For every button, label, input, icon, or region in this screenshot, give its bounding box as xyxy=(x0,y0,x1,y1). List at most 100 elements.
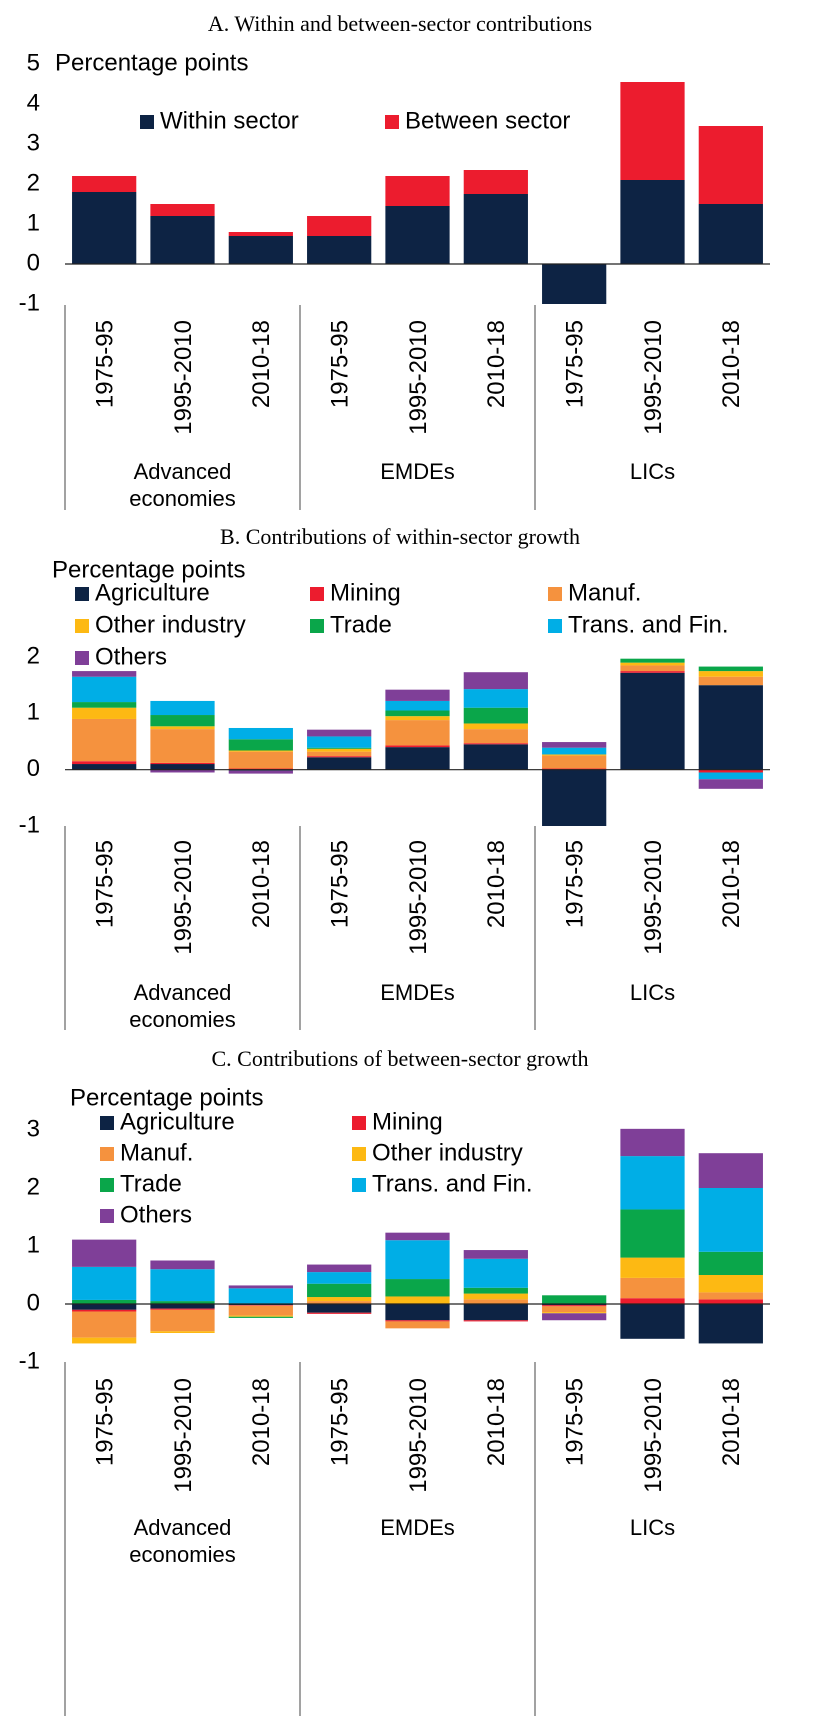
x-tick-label: 2010-18 xyxy=(248,320,275,408)
bar-segment xyxy=(72,676,137,703)
x-tick-label: 2010-18 xyxy=(718,320,745,408)
x-tick-label: 1975-95 xyxy=(327,840,354,928)
y-tick-label: -1 xyxy=(19,1347,40,1374)
chart-title: A. Within and between-sector contributio… xyxy=(208,11,592,36)
bar-segment xyxy=(542,1305,607,1307)
bar-segment xyxy=(620,1277,685,1299)
bar-segment xyxy=(463,1287,528,1294)
legend-swatch xyxy=(100,1147,114,1161)
bar-segment xyxy=(228,727,293,740)
bar-segment xyxy=(385,1321,450,1329)
bar-segment xyxy=(698,1292,763,1300)
bar-segment xyxy=(307,747,372,749)
bar-segment xyxy=(698,1188,763,1252)
bar-segment xyxy=(385,1320,450,1322)
bar-segment xyxy=(385,206,450,264)
bar-segment xyxy=(698,1153,763,1188)
y-tick-label: -1 xyxy=(19,811,40,838)
bar-segment xyxy=(307,751,372,757)
bar-segment xyxy=(463,743,528,745)
x-tick-label: 2010-18 xyxy=(718,840,745,928)
bar-segment xyxy=(542,1295,607,1304)
bar-segment xyxy=(150,715,215,727)
bar-segment xyxy=(150,204,215,216)
group-label: Advanced economies xyxy=(129,980,236,1032)
bar-segment xyxy=(72,1266,137,1300)
bar-segment xyxy=(228,1285,293,1289)
bar-segment xyxy=(542,742,607,748)
group-label: EMDEs xyxy=(380,980,455,1005)
x-tick-label: 1995-2010 xyxy=(640,840,667,955)
bar-segment xyxy=(307,757,372,770)
bar-segment xyxy=(150,216,215,264)
bar-segment xyxy=(385,1240,450,1280)
bar-segment xyxy=(463,170,528,194)
x-tick-label: 2010-18 xyxy=(483,1378,510,1466)
bar-segment xyxy=(150,729,215,763)
y-tick-label: 1 xyxy=(27,209,40,236)
bar-segment xyxy=(620,665,685,672)
bar-segment xyxy=(385,176,450,206)
legend-swatch xyxy=(548,587,562,601)
bar-segment xyxy=(307,1312,372,1314)
bar-segment xyxy=(385,689,450,701)
legend-label: Trans. and Fin. xyxy=(372,1170,533,1197)
bar-segment xyxy=(385,1296,450,1304)
bar-segment xyxy=(72,1239,137,1267)
bar-segment xyxy=(463,723,528,730)
bar-segment xyxy=(385,720,450,746)
bar-segment xyxy=(228,232,293,236)
bar-segment xyxy=(542,1312,607,1314)
bar-segment xyxy=(542,1306,607,1313)
bar-segment xyxy=(150,1301,215,1304)
bar-segment xyxy=(150,1309,215,1332)
bar-segment xyxy=(307,1301,372,1304)
x-tick-label: 2010-18 xyxy=(248,840,275,928)
bar-segment xyxy=(698,1304,763,1344)
bar-segment xyxy=(307,736,372,748)
x-tick-label: 1975-95 xyxy=(327,320,354,408)
y-tick-label: 3 xyxy=(27,1115,40,1142)
y-tick-label: 0 xyxy=(27,755,40,782)
legend-swatch xyxy=(310,587,324,601)
bar-segment xyxy=(228,1305,293,1316)
bar-segment xyxy=(620,1304,685,1339)
legend-label: Trans. and Fin. xyxy=(568,611,729,638)
group-label: LICs xyxy=(629,980,676,1005)
legend-swatch xyxy=(75,587,89,601)
group-label: LICs xyxy=(629,1515,676,1540)
legend-label: Agriculture xyxy=(120,1108,235,1135)
bar-segment xyxy=(542,1313,607,1321)
bar-segment xyxy=(72,761,137,765)
chart-title: B. Contributions of within-sector growth xyxy=(220,524,580,549)
bar-segment xyxy=(463,744,528,770)
bar-segment xyxy=(72,1299,137,1304)
legend-swatch xyxy=(140,115,154,129)
bar-segment xyxy=(150,1260,215,1270)
bar-segment xyxy=(150,769,215,773)
bar-segment xyxy=(72,1337,137,1344)
y-tick-label: 5 xyxy=(27,49,40,76)
bar-segment xyxy=(698,1251,763,1275)
bar-segment xyxy=(307,748,372,752)
bar-segment xyxy=(72,192,137,264)
legend-swatch xyxy=(310,619,324,633)
x-tick-label: 2010-18 xyxy=(483,320,510,408)
legend-label: Mining xyxy=(372,1108,443,1135)
bar-segment xyxy=(72,1311,137,1338)
legend-label: Trade xyxy=(120,1170,182,1197)
bar-segment xyxy=(385,710,450,717)
bar-segment xyxy=(542,755,607,769)
bar-segment xyxy=(620,1128,685,1157)
bar-segment xyxy=(228,1316,293,1318)
bar-segment xyxy=(620,1209,685,1258)
bar-segment xyxy=(72,671,137,677)
x-tick-label: 1975-95 xyxy=(92,320,119,408)
legend-swatch xyxy=(385,115,399,129)
bar-segment xyxy=(72,707,137,719)
bar-segment xyxy=(463,1299,528,1304)
bar-segment xyxy=(463,689,528,708)
bar-segment xyxy=(385,1232,450,1241)
bar-segment xyxy=(150,762,215,765)
